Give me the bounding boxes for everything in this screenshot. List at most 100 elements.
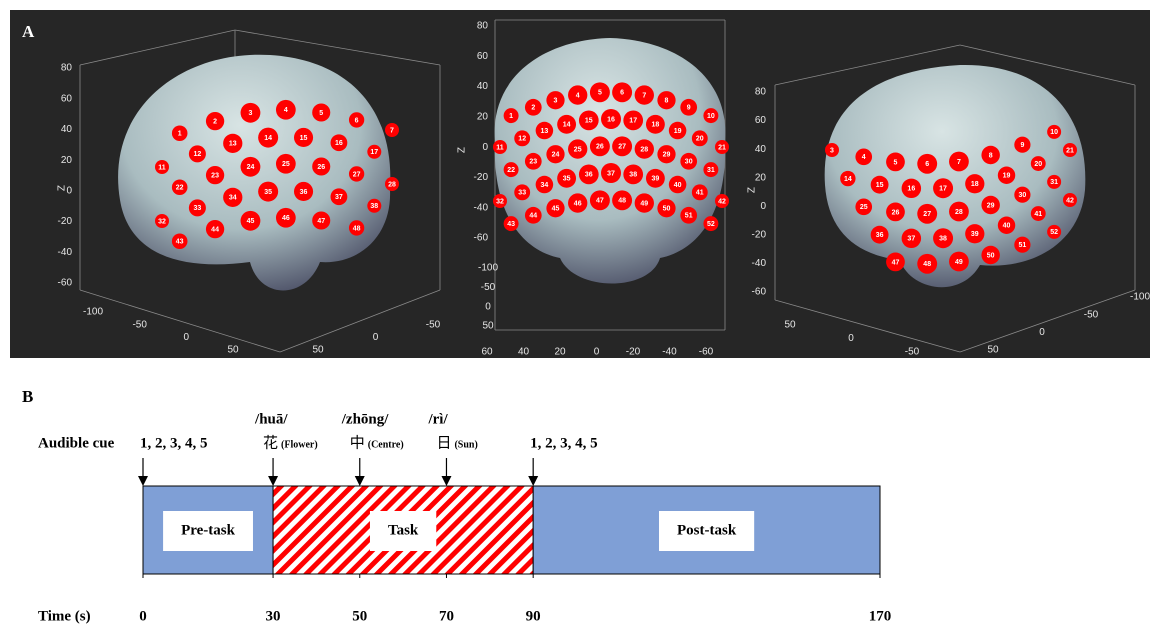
channel-label: 47 <box>892 259 900 266</box>
channel-label: 19 <box>1003 173 1011 180</box>
cue-gloss: (Centre) <box>368 439 404 450</box>
channel-label: 17 <box>939 186 947 193</box>
channel-label: 9 <box>1020 142 1024 149</box>
axis-label: Z <box>457 147 468 153</box>
channel-label: 36 <box>876 232 884 239</box>
channel-label: 48 <box>618 198 626 205</box>
cue-arrowhead <box>138 476 148 486</box>
channel-label: 33 <box>193 205 201 212</box>
axis-tick-label: 20 <box>755 172 767 183</box>
channel-label: 33 <box>518 190 526 197</box>
axis-tick-label: -40 <box>662 347 677 358</box>
channel-label: 37 <box>335 194 343 201</box>
axis-tick-label: -40 <box>58 247 73 258</box>
x-tick-label: 90 <box>526 608 541 624</box>
cue-character: 日 <box>436 435 451 451</box>
channel-label: 48 <box>923 261 931 268</box>
channel-label: 5 <box>598 90 602 97</box>
x-tick-label: 50 <box>352 608 367 624</box>
x-tick-label: 30 <box>266 608 281 624</box>
channel-label: 29 <box>663 152 671 159</box>
channel-label: 25 <box>282 161 290 168</box>
channel-label: 21 <box>1066 147 1074 154</box>
axis-tick-label: -20 <box>752 229 767 240</box>
cue-pinyin: /huā/ <box>254 411 288 427</box>
channel-label: 43 <box>176 239 184 246</box>
axis-tick-label: 40 <box>755 144 767 155</box>
channel-label: 38 <box>939 236 947 243</box>
axis-tick-label: -20 <box>58 216 73 227</box>
channel-label: 17 <box>629 118 637 125</box>
cue-arrowhead <box>355 476 365 486</box>
cue-arrowhead <box>268 476 278 486</box>
channel-label: 40 <box>1003 223 1011 230</box>
axis-tick-label: -50 <box>1084 309 1099 320</box>
cue-gloss: (Sun) <box>454 439 477 450</box>
axis-tick-label: 50 <box>784 320 796 331</box>
axis-tick-label: -50 <box>426 320 441 331</box>
channel-label: 29 <box>987 202 995 209</box>
channel-label: 37 <box>607 170 615 177</box>
channel-label: 44 <box>211 226 219 233</box>
channel-label: 15 <box>876 182 884 189</box>
brain-renders <box>118 38 1085 291</box>
channel-label: 42 <box>1066 197 1074 204</box>
channel-label: 23 <box>529 159 537 166</box>
axis-tick-label: -40 <box>474 202 489 213</box>
channel-label: 12 <box>518 136 526 143</box>
channel-label: 8 <box>665 98 669 105</box>
channel-label: 16 <box>335 140 343 147</box>
axis-tick-label: -100 <box>83 307 103 318</box>
channel-label: 9 <box>687 105 691 112</box>
axis-label: Z <box>57 185 68 191</box>
channel-label: 28 <box>955 209 963 216</box>
channel-label: 22 <box>507 167 515 174</box>
axis-tick-label: 0 <box>760 201 766 212</box>
axis-tick-label: 0 <box>373 332 379 343</box>
figure-svg: A B Audible cue Time (s) 806040200-20-40… <box>0 0 1153 626</box>
channel-label: 14 <box>844 176 852 183</box>
channel-label: 24 <box>552 152 560 159</box>
channel-label: 35 <box>264 189 272 196</box>
channel-label: 34 <box>229 195 237 202</box>
channel-label: 40 <box>674 182 682 189</box>
cue-arrowhead <box>528 476 538 486</box>
channel-label: 26 <box>596 144 604 151</box>
axis-tick-label: -60 <box>752 287 767 298</box>
channel-label: 2 <box>531 105 535 112</box>
channel-label: 4 <box>576 92 580 99</box>
channel-label: 1 <box>509 113 513 120</box>
channel-label: 11 <box>496 144 504 151</box>
channel-label: 3 <box>554 98 558 105</box>
channel-label: 28 <box>388 181 396 188</box>
cue-axis-label: Audible cue <box>38 435 115 451</box>
cue-pinyin: /rì/ <box>427 411 448 427</box>
axis-tick-label: 50 <box>227 345 239 356</box>
figure: A B Audible cue Time (s) 806040200-20-40… <box>0 0 1153 626</box>
axis-tick-label: 60 <box>477 51 489 62</box>
channel-label: 25 <box>860 204 868 211</box>
axis-tick-label: 0 <box>485 301 491 312</box>
channel-label: 6 <box>620 90 624 97</box>
channel-label: 22 <box>176 185 184 192</box>
channel-label: 43 <box>507 221 515 228</box>
channel-label: 45 <box>552 206 560 213</box>
time-axis-label: Time (s) <box>38 608 91 624</box>
channel-label: 42 <box>718 198 726 205</box>
channel-label: 35 <box>563 176 571 183</box>
channel-label: 51 <box>1019 242 1027 249</box>
channel-label: 50 <box>663 206 671 213</box>
channel-label: 4 <box>862 154 866 161</box>
x-tick-label: 70 <box>439 608 454 624</box>
channel-label: 36 <box>585 172 593 179</box>
channel-label: 52 <box>707 221 715 228</box>
channel-label: 39 <box>652 176 660 183</box>
axis-tick-label: 50 <box>312 345 324 356</box>
panel-label: A <box>22 22 35 41</box>
channel-label: 38 <box>629 172 637 179</box>
phase-label: Pre-task <box>181 522 236 538</box>
channel-label: 16 <box>907 186 915 193</box>
channel-label: 14 <box>264 135 272 142</box>
channel-label: 10 <box>1050 129 1058 136</box>
channel-label: 16 <box>607 116 615 123</box>
